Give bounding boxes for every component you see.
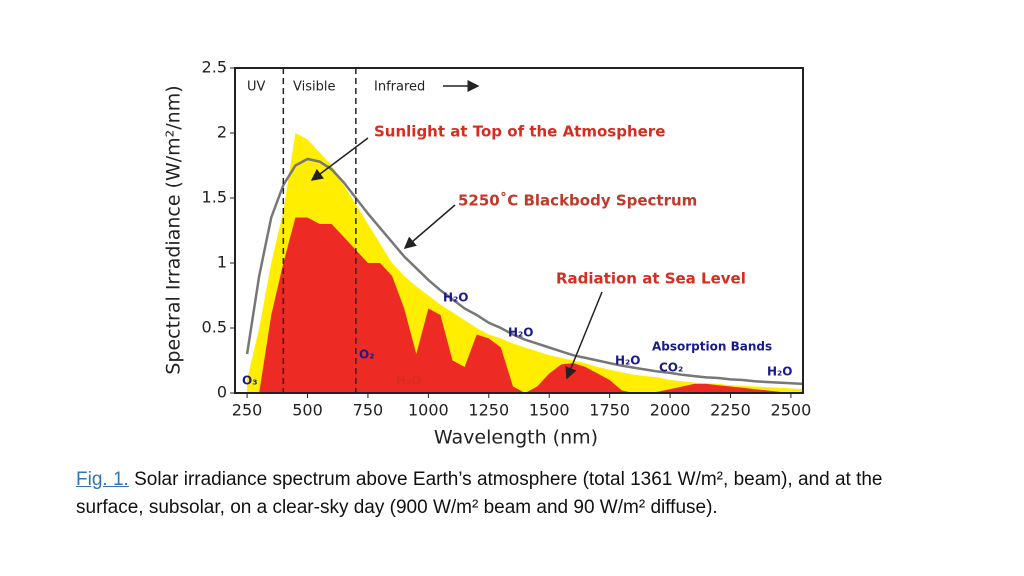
- annotation: O₃: [242, 374, 257, 388]
- x-tick-label: 500: [292, 401, 323, 420]
- annotation: H₂O: [396, 374, 422, 388]
- x-axis-label: Wavelength (nm): [434, 427, 598, 449]
- annotation: CO₂: [659, 361, 683, 375]
- line: [245, 157, 804, 386]
- y-tick-label: 0: [217, 383, 227, 402]
- annotation: Visible: [293, 80, 335, 95]
- figure-label[interactable]: Fig. 1.: [76, 469, 129, 490]
- plot-frame: [234, 67, 804, 394]
- annotation: Absorption Bands: [652, 340, 772, 354]
- caption: Fig. 1. Solar irradiance spectrum above …: [76, 466, 946, 522]
- y-axis-label: Spectral Irradiance (W/m²/nm): [163, 85, 185, 374]
- area: [247, 217, 804, 393]
- x-tick-label: 2250: [710, 401, 751, 420]
- x-tick-label: 1000: [408, 401, 449, 420]
- series-label: 5250˚C Blackbody Spectrum: [458, 192, 697, 210]
- chart: Wavelength (nm) Spectral Irradiance (W/m…: [163, 58, 812, 449]
- x-tick-label: 750: [353, 401, 384, 420]
- annotation: H₂O: [443, 291, 469, 305]
- y-tick-label: 2.5: [202, 58, 227, 77]
- y-tick-label: 1: [217, 253, 227, 272]
- x-tick-label: 1500: [529, 401, 570, 420]
- arrow: [403, 204, 456, 249]
- x-tick-label: 2500: [771, 401, 812, 420]
- arrow: [565, 291, 603, 380]
- annotation: H₂O: [767, 365, 793, 379]
- annotation: UV: [247, 80, 266, 95]
- series-label: Sunlight at Top of the Atmosphere: [374, 123, 665, 141]
- y-tick-label: 1.5: [202, 188, 227, 207]
- x-tick-label: 250: [232, 401, 263, 420]
- x-tick-label: 2000: [650, 401, 691, 420]
- series-label: Radiation at Sea Level: [556, 270, 746, 288]
- annotation: H₂O: [615, 354, 641, 368]
- x-tick-label: 1750: [589, 401, 630, 420]
- caption-text: Solar irradiance spectrum above Earth’s …: [76, 469, 883, 518]
- arrow: [310, 137, 369, 181]
- annotation: H₂O: [508, 326, 534, 340]
- y-tick-label: 0.5: [202, 318, 227, 337]
- x-tick-label: 1250: [468, 401, 509, 420]
- y-tick-label: 2: [217, 123, 227, 142]
- annotation: O₂: [359, 348, 374, 362]
- annotation: Infrared: [374, 80, 425, 95]
